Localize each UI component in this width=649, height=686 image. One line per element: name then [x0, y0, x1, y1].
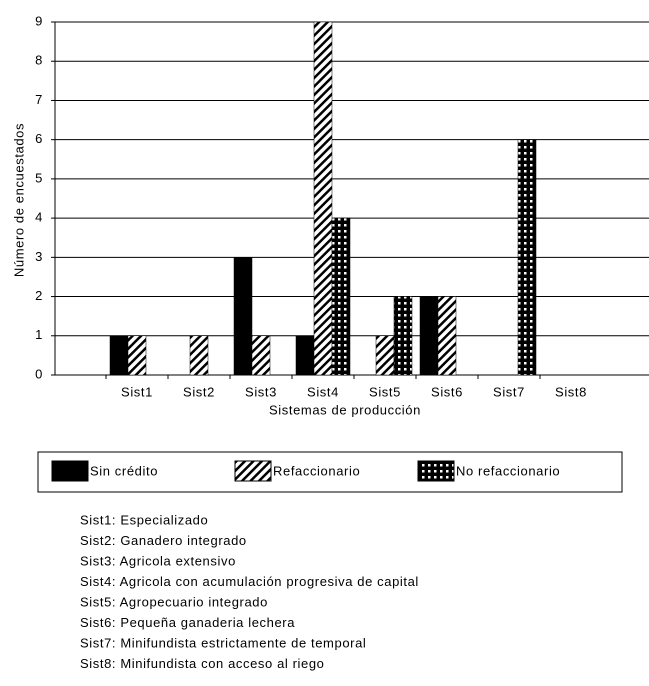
note: Sist5: Agropecuario integrado: [80, 594, 268, 609]
y-tick-label: 3: [35, 249, 43, 264]
x-tick-label: Sist4: [307, 384, 339, 399]
bar: [419, 296, 439, 376]
legend-box: [37, 451, 623, 493]
y-tick-label: 2: [35, 288, 43, 303]
y-tick-label: 8: [35, 53, 43, 68]
legend-label: No refaccionario: [456, 463, 560, 478]
bar: [189, 335, 209, 376]
x-tick-label: Sist1: [121, 384, 153, 399]
note: Sist4: Agricola con acumulación progresi…: [80, 574, 419, 589]
bar: [295, 335, 315, 376]
y-tick-label: 0: [35, 366, 43, 381]
bar: [127, 335, 147, 376]
x-tick-label: Sist8: [555, 384, 587, 399]
note: Sist2: Ganadero integrado: [80, 533, 247, 548]
note: Sist3: Agricola extensivo: [80, 553, 236, 568]
bar: [233, 257, 253, 376]
y-axis-title: Número de encuestados: [11, 123, 26, 277]
y-tick-label: 4: [35, 210, 43, 225]
x-tick-label: Sist7: [493, 384, 525, 399]
x-axis-title: Sistemas de producción: [269, 402, 421, 417]
note: Sist8: Minifundista con acceso al riego: [80, 656, 325, 671]
x-tick-label: Sist6: [431, 384, 463, 399]
note: Sist7: Minifundista estrictamente de tem…: [80, 635, 366, 650]
y-tick-label: 7: [35, 92, 43, 107]
x-tick-label: Sist2: [183, 384, 215, 399]
x-tick-label: Sist3: [245, 384, 277, 399]
y-tick-label: 5: [35, 170, 43, 185]
note: Sist1: Especializado: [80, 512, 208, 527]
bar: [251, 335, 271, 376]
y-tick-label: 6: [35, 131, 43, 146]
bar: [375, 335, 395, 376]
bar: [331, 217, 351, 376]
legend-swatch: [417, 460, 455, 482]
bar: [437, 296, 457, 376]
legend-swatch: [51, 460, 89, 482]
bar: [313, 21, 333, 376]
y-tick-label: 9: [35, 13, 43, 28]
note: Sist6: Pequeña ganaderia lechera: [80, 615, 295, 630]
bar: [517, 139, 537, 376]
x-tick-label: Sist5: [369, 384, 401, 399]
bar: [109, 335, 129, 376]
y-tick-label: 1: [35, 327, 43, 342]
legend-swatch: [234, 460, 272, 482]
legend-label: Refaccionario: [273, 463, 360, 478]
bar: [393, 296, 413, 376]
legend-label: Sin crédito: [90, 463, 158, 478]
